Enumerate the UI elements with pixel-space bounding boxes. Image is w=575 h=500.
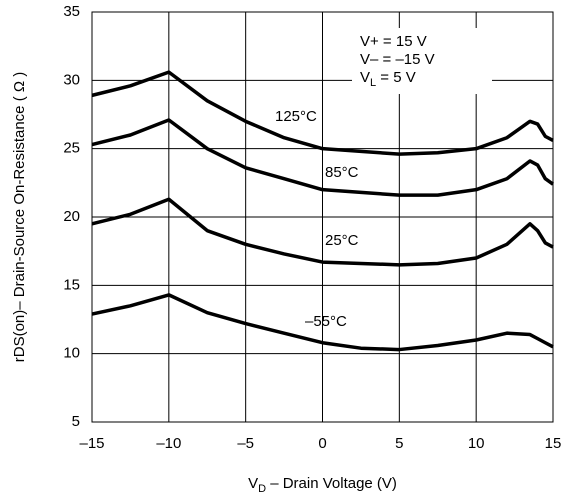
y-tick-label: 5 — [72, 413, 80, 430]
condition-text: V– = –15 V — [360, 51, 435, 68]
series-label: 25°C — [325, 232, 359, 249]
x-tick-label: –5 — [237, 435, 254, 452]
series-line — [91, 118, 555, 197]
x-axis-label-main: V — [248, 475, 258, 492]
condition-text-main: V+ = 15 V — [360, 33, 427, 50]
x-tick-label: 0 — [318, 435, 326, 452]
y-tick-label: 30 — [63, 71, 80, 88]
x-tick-label: –10 — [156, 435, 181, 452]
condition-text: V+ = 15 V — [360, 33, 427, 50]
x-tick-label: –15 — [79, 435, 104, 452]
condition-text-rest: = 5 V — [376, 69, 416, 86]
y-tick-label: 10 — [63, 345, 80, 362]
x-axis-label-sub: D — [258, 483, 266, 495]
series-line — [91, 293, 554, 352]
condition-text-sub: L — [370, 77, 376, 89]
x-axis-label-rest: – Drain Voltage (V) — [266, 475, 397, 492]
condition-text: VL = 5 V — [360, 69, 416, 89]
x-tick-label: 5 — [395, 435, 403, 452]
condition-text-main: V — [360, 69, 370, 86]
series-line — [91, 70, 554, 156]
series-label: 125°C — [275, 108, 317, 125]
series-line — [91, 197, 554, 267]
plot-frame — [91, 11, 554, 423]
x-tick-label: 10 — [468, 435, 485, 452]
series-label: –55°C — [305, 313, 347, 330]
series-label: 85°C — [325, 164, 359, 181]
y-tick-label: 25 — [63, 140, 80, 157]
y-axis-label: rDS(on)– Drain-Source On-Resistance ( Ω … — [11, 72, 28, 362]
y-tick-label: 15 — [63, 276, 80, 293]
condition-text-main: V– = –15 V — [360, 51, 435, 68]
y-tick-label: 20 — [63, 208, 80, 225]
conditions-box — [352, 28, 492, 94]
x-tick-label: 15 — [545, 435, 562, 452]
x-axis-label: VD – Drain Voltage (V) — [248, 475, 397, 495]
y-tick-label: 35 — [63, 3, 80, 20]
